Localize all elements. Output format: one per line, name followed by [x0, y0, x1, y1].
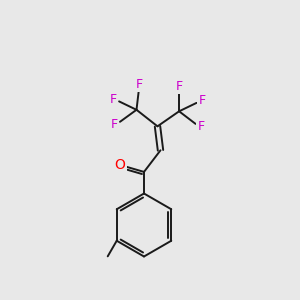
Text: F: F	[176, 80, 183, 93]
Text: F: F	[197, 120, 205, 133]
Text: F: F	[135, 78, 142, 92]
Text: F: F	[198, 94, 206, 107]
Text: F: F	[110, 92, 117, 106]
Text: O: O	[115, 158, 125, 172]
Text: F: F	[111, 118, 118, 131]
